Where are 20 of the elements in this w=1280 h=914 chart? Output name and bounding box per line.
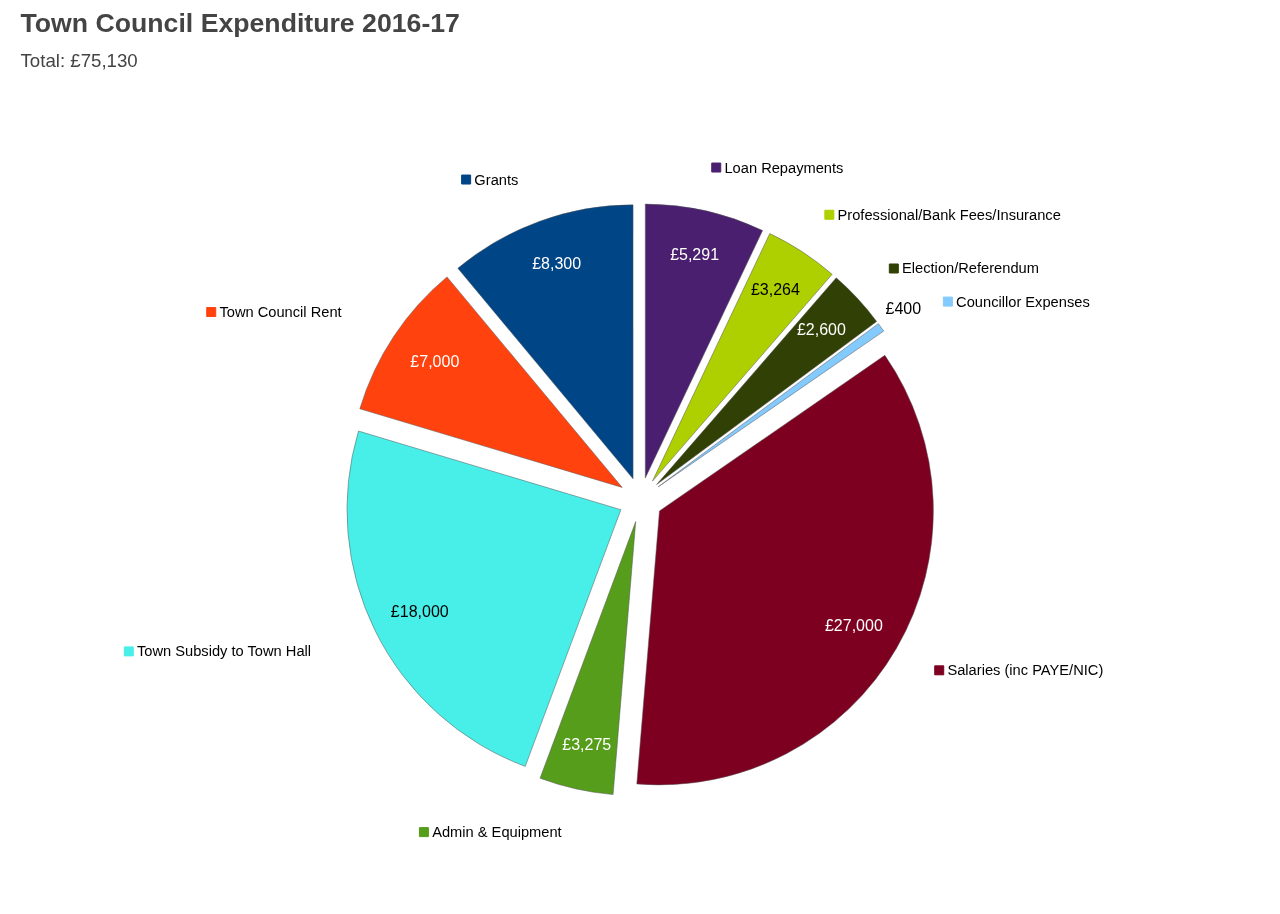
legend-label: Town Council Rent xyxy=(219,304,342,321)
data-label: £27,000 xyxy=(824,617,883,635)
legend-label: Professional/Bank Fees/Insurance xyxy=(837,206,1061,223)
legend-label: Admin & Equipment xyxy=(432,824,562,841)
data-label: £7,000 xyxy=(410,352,460,370)
data-label: £8,300 xyxy=(532,255,582,273)
data-label: £2,600 xyxy=(796,320,847,338)
data-label: £400 xyxy=(885,299,922,317)
chart-subtitle: Total: £75,130 xyxy=(20,49,138,71)
legend-label: Town Subsidy to Town Hall xyxy=(136,643,312,660)
legend-label: Councillor Expenses xyxy=(956,293,1090,310)
data-label: £3,275 xyxy=(562,736,612,754)
data-label: £5,291 xyxy=(670,246,720,264)
legend-label: Salaries (inc PAYE/NIC) xyxy=(947,662,1104,679)
legend-label: Loan Repayments xyxy=(724,159,844,176)
data-label: £3,264 xyxy=(750,281,800,298)
data-label: £18,000 xyxy=(390,603,449,621)
chart-title: Town Council Expenditure 2016-17 xyxy=(20,7,460,38)
legend-label: Election/Referendum xyxy=(902,260,1039,277)
legend-label: Grants xyxy=(474,171,519,188)
